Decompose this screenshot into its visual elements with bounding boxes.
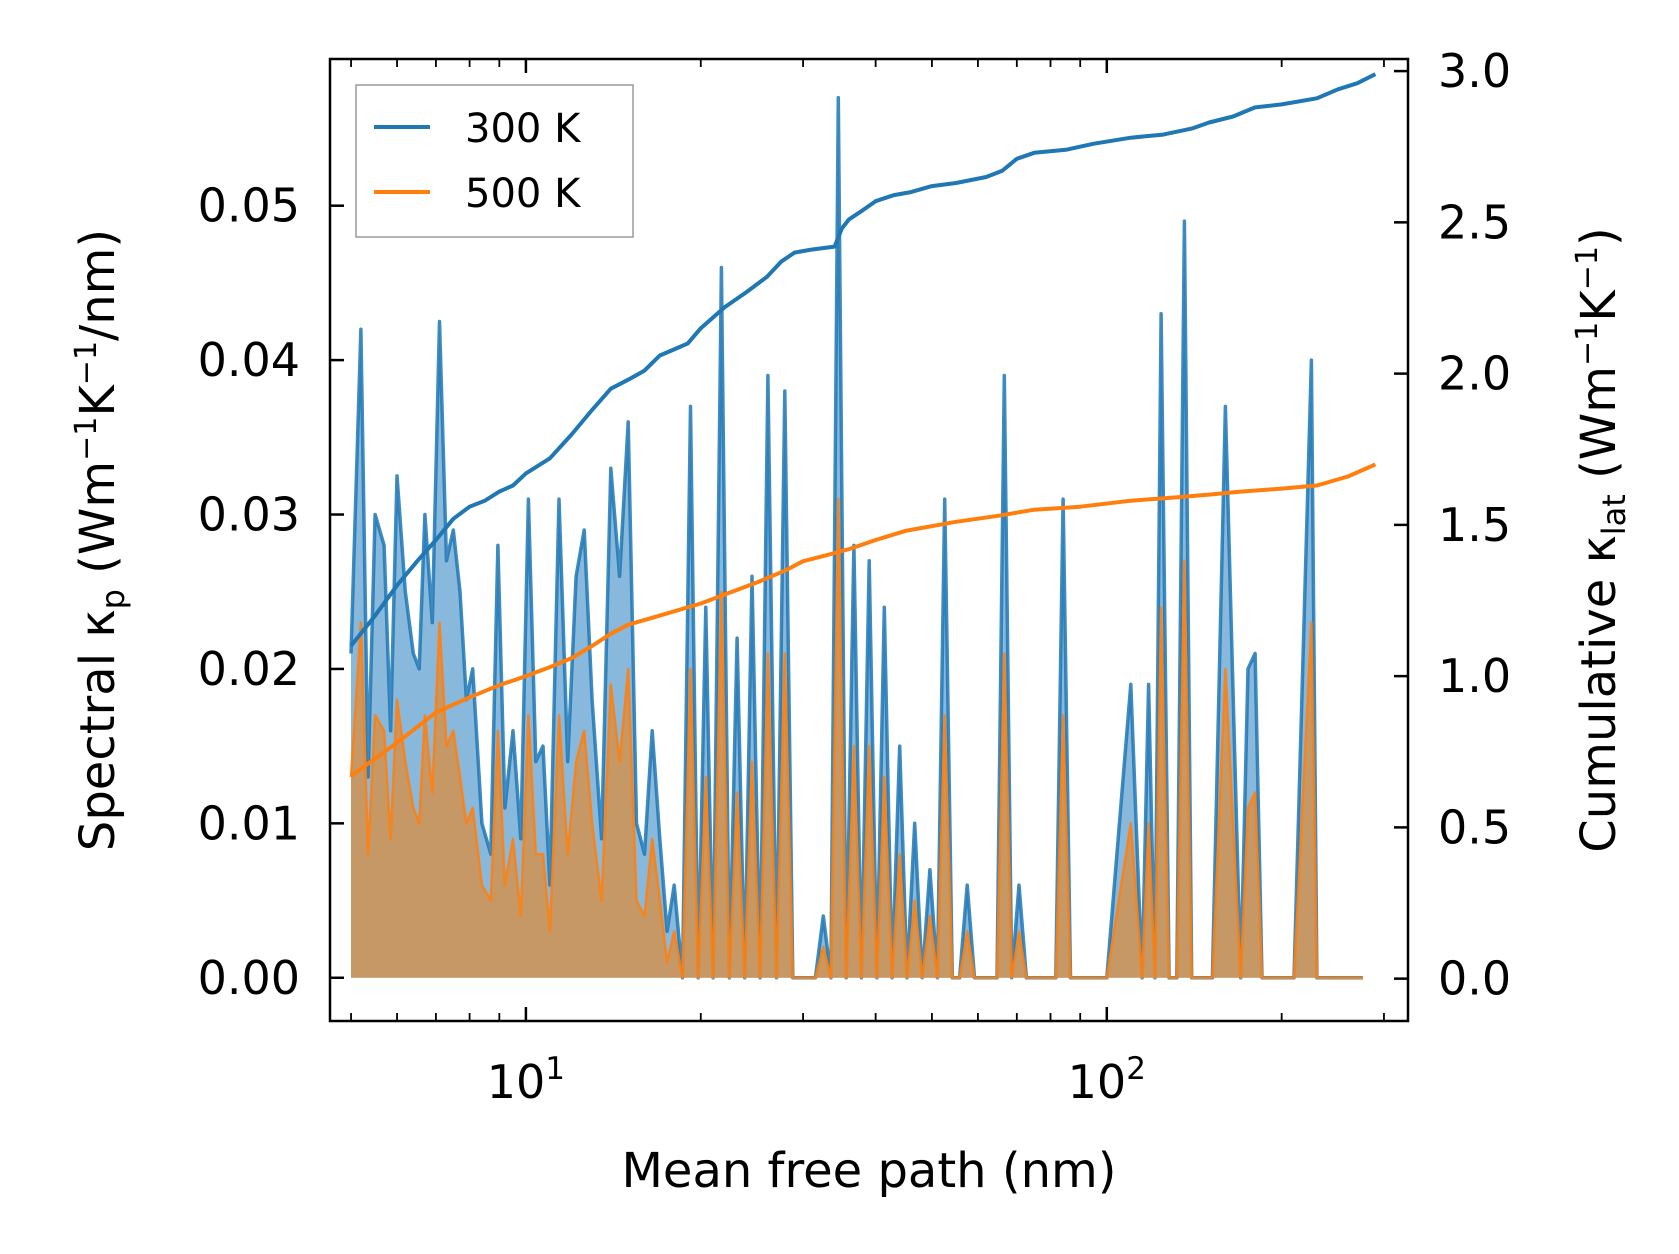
right-tick-label: 0.5 bbox=[1438, 800, 1511, 854]
plot-frame bbox=[328, 57, 1410, 1023]
legend-label-500k: 500 K bbox=[465, 171, 582, 217]
left-tick-label: 0.00 bbox=[198, 951, 300, 1005]
cumulative-line-300k bbox=[349, 72, 1377, 648]
right-tick-label: 2.0 bbox=[1438, 347, 1511, 401]
left-tick-label: 0.01 bbox=[198, 796, 300, 850]
x-axis-tick-labels: 101 102 bbox=[487, 1051, 1146, 1109]
x-axis-title: Mean free path (nm) bbox=[622, 1143, 1117, 1199]
right-tick-label: 0.0 bbox=[1438, 952, 1511, 1006]
legend-box bbox=[355, 84, 634, 238]
right-axis-title: Cumulative κlat (Wm−1K−1) bbox=[1570, 227, 1633, 852]
spectral-line-500k bbox=[349, 497, 1363, 980]
left-tick-label: 0.03 bbox=[198, 488, 300, 542]
right-tick-label: 1.0 bbox=[1438, 649, 1511, 703]
left-tick-label: 0.04 bbox=[198, 333, 300, 387]
left-axis-title: Spectral κp (Wm−1K−1/nm) bbox=[69, 229, 132, 851]
right-axis-tick-labels: 0.0 0.5 1.0 1.5 2.0 2.5 3.0 bbox=[1438, 44, 1511, 1006]
legend: 300 K 500 K bbox=[355, 84, 634, 238]
right-tick-label: 1.5 bbox=[1438, 498, 1511, 552]
right-tick-label: 2.5 bbox=[1438, 195, 1511, 249]
left-axis-tick-labels: 0.00 0.01 0.02 0.03 0.04 0.05 bbox=[198, 179, 300, 1005]
right-tick-label: 3.0 bbox=[1438, 44, 1511, 98]
legend-label-300k: 300 K bbox=[465, 106, 582, 152]
spectral-fill-layer bbox=[349, 95, 1363, 980]
x-tick-label: 101 bbox=[487, 1051, 565, 1109]
left-tick-label: 0.05 bbox=[198, 179, 300, 233]
line-layer bbox=[349, 72, 1377, 778]
tick-layer bbox=[330, 59, 1408, 1021]
cumulative-line-500k bbox=[349, 462, 1377, 778]
left-tick-label: 0.02 bbox=[198, 642, 300, 696]
x-tick-label: 102 bbox=[1068, 1051, 1146, 1109]
